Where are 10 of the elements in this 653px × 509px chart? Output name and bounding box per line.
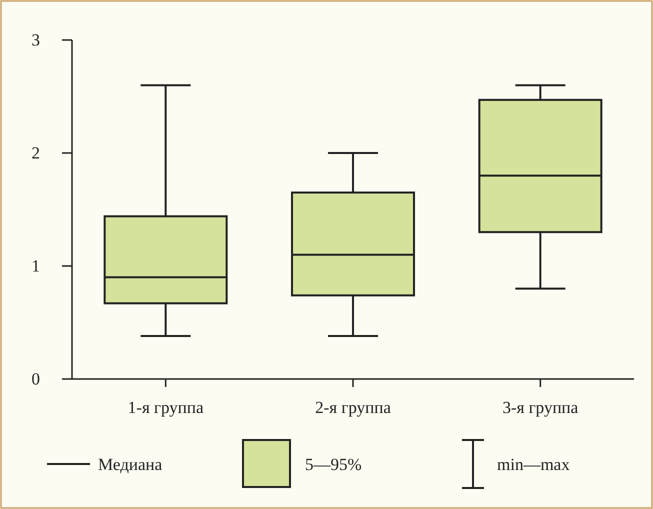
y-tick-label: 3	[32, 30, 40, 50]
x-tick-label: 2-я группа	[315, 398, 392, 418]
y-tick-label: 0	[32, 369, 40, 388]
text: min—max	[497, 455, 570, 474]
y-tick-label: 1	[32, 256, 40, 276]
y-tick-label: 2	[32, 143, 40, 162]
text: Медиана	[98, 455, 163, 474]
x-tick-label: 1-я группа	[128, 398, 204, 418]
text: 5—95%	[305, 455, 362, 474]
x-tick-label: 3-я группа	[502, 398, 579, 418]
